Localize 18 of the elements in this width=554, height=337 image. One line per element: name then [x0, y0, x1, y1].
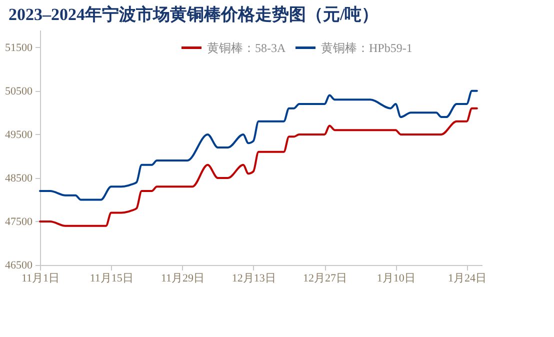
x-tick-label: 11月1日 [21, 272, 60, 284]
x-tick-label: 11月15日 [90, 272, 134, 284]
x-tick-label: 11月29日 [160, 272, 205, 284]
x-tick-label: 12月27日 [303, 272, 348, 284]
x-tick-label: 1月24日 [448, 272, 487, 284]
y-tick-label: 50500 [5, 85, 33, 98]
y-tick-label: 49500 [5, 128, 33, 141]
y-tick-label: 48500 [5, 172, 33, 184]
y-tick-label: 47500 [5, 216, 33, 228]
line-series [39, 90, 478, 201]
line-series [39, 107, 478, 227]
legend-label: 黄铜棒：58-3A [207, 40, 286, 55]
legend-label: 黄铜棒：HPb59-1 [321, 40, 412, 55]
y-tick-label: 46500 [5, 260, 33, 272]
x-tick-label: 12月13日 [232, 272, 276, 284]
x-tick-label: 1月10日 [376, 272, 416, 284]
chart-title: 2023–2024年宁波市场黄铜棒价格走势图（元/吨） [8, 5, 379, 24]
y-tick-label: 51500 [5, 42, 33, 54]
